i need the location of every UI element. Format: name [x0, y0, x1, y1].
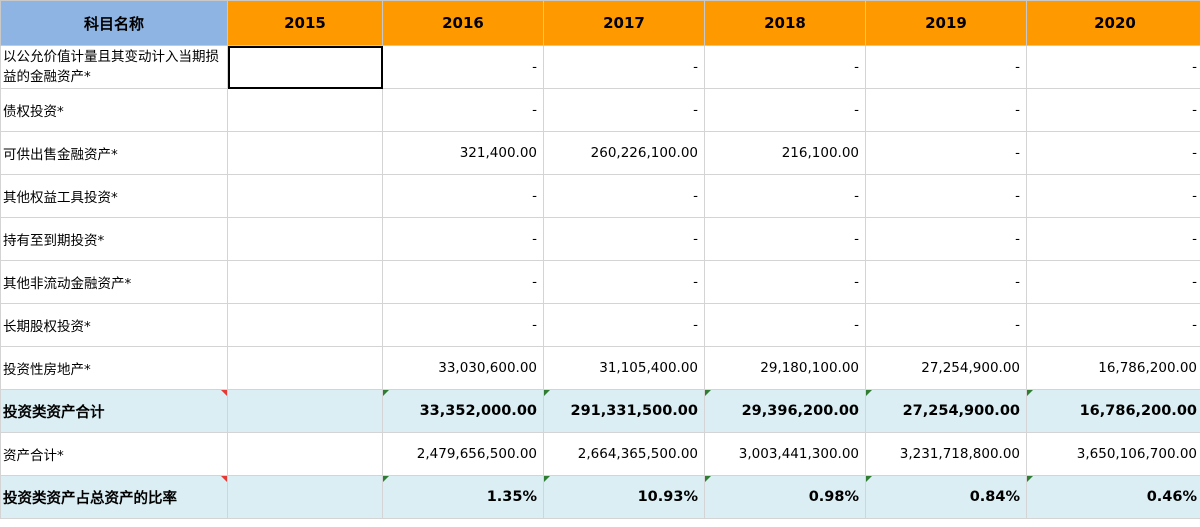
cell[interactable]: - [704, 88, 866, 132]
table-row: 以公允价值计量且其变动计入当期损益的金融资产* - - - - - [0, 45, 1200, 89]
cell[interactable]: 0.84% [865, 475, 1027, 519]
row-label[interactable]: 投资类资产合计 [0, 389, 228, 433]
header-year-2019[interactable]: 2019 [865, 0, 1027, 46]
cell[interactable]: - [543, 88, 705, 132]
header-row: 科目名称 2015 2016 2017 2018 2019 2020 [0, 0, 1200, 46]
header-year-2016[interactable]: 2016 [382, 0, 544, 46]
table-row: 持有至到期投资* - - - - - [0, 217, 1200, 261]
cell[interactable] [227, 346, 383, 390]
cell[interactable]: 0.98% [704, 475, 866, 519]
table-row: 资产合计* 2,479,656,500.00 2,664,365,500.00 … [0, 432, 1200, 476]
cell[interactable]: - [382, 174, 544, 218]
cell[interactable]: - [865, 88, 1027, 132]
table-row: 其他权益工具投资* - - - - - [0, 174, 1200, 218]
cell[interactable]: 3,650,106,700.00 [1026, 432, 1200, 476]
cell[interactable]: - [1026, 260, 1200, 304]
cell[interactable]: - [704, 217, 866, 261]
cell[interactable]: 3,003,441,300.00 [704, 432, 866, 476]
cell[interactable]: - [382, 88, 544, 132]
cell[interactable]: - [865, 45, 1027, 89]
cell[interactable] [227, 260, 383, 304]
cell[interactable]: 3,231,718,800.00 [865, 432, 1027, 476]
cell[interactable]: - [865, 131, 1027, 175]
cell[interactable]: 321,400.00 [382, 131, 544, 175]
cell[interactable]: 16,786,200.00 [1026, 389, 1200, 433]
cell[interactable]: 10.93% [543, 475, 705, 519]
table-row: 债权投资* - - - - - [0, 88, 1200, 132]
cell[interactable]: - [1026, 88, 1200, 132]
cell[interactable]: - [382, 45, 544, 89]
cell[interactable]: - [865, 260, 1027, 304]
cell[interactable]: 29,396,200.00 [704, 389, 866, 433]
cell[interactable] [227, 174, 383, 218]
cell[interactable]: - [865, 217, 1027, 261]
cell[interactable]: - [543, 260, 705, 304]
cell[interactable]: 216,100.00 [704, 131, 866, 175]
row-label[interactable]: 投资性房地产* [0, 346, 228, 390]
cell[interactable]: - [865, 174, 1027, 218]
cell[interactable] [227, 88, 383, 132]
cell[interactable]: 27,254,900.00 [865, 346, 1027, 390]
cell[interactable]: 2,479,656,500.00 [382, 432, 544, 476]
row-label[interactable]: 长期股权投资* [0, 303, 228, 347]
table-row: 可供出售金融资产* 321,400.00 260,226,100.00 216,… [0, 131, 1200, 175]
cell[interactable] [227, 475, 383, 519]
cell[interactable]: 0.46% [1026, 475, 1200, 519]
cell[interactable]: - [543, 303, 705, 347]
cell[interactable]: - [704, 260, 866, 304]
cell[interactable]: - [1026, 45, 1200, 89]
header-name-cell[interactable]: 科目名称 [0, 0, 228, 46]
cell[interactable]: - [382, 217, 544, 261]
cell[interactable]: 31,105,400.00 [543, 346, 705, 390]
cell[interactable] [227, 303, 383, 347]
row-label[interactable]: 可供出售金融资产* [0, 131, 228, 175]
cell[interactable]: - [543, 45, 705, 89]
row-label[interactable]: 资产合计* [0, 432, 228, 476]
cell[interactable]: 1.35% [382, 475, 544, 519]
cell[interactable]: - [1026, 303, 1200, 347]
cell[interactable]: 33,352,000.00 [382, 389, 544, 433]
cell[interactable] [227, 432, 383, 476]
cell[interactable]: - [543, 217, 705, 261]
selected-cell[interactable] [227, 45, 383, 89]
table-row: 其他非流动金融资产* - - - - - [0, 260, 1200, 304]
cell[interactable]: 16,786,200.00 [1026, 346, 1200, 390]
cell[interactable] [227, 131, 383, 175]
cell[interactable]: - [704, 303, 866, 347]
cell[interactable]: 33,030,600.00 [382, 346, 544, 390]
cell[interactable] [227, 217, 383, 261]
cell[interactable]: 260,226,100.00 [543, 131, 705, 175]
table-row: 投资性房地产* 33,030,600.00 31,105,400.00 29,1… [0, 346, 1200, 390]
cell[interactable]: 29,180,100.00 [704, 346, 866, 390]
total-row: 投资类资产合计 33,352,000.00 291,331,500.00 29,… [0, 389, 1200, 433]
cell[interactable]: - [704, 45, 866, 89]
cell[interactable]: 27,254,900.00 [865, 389, 1027, 433]
header-year-2020[interactable]: 2020 [1026, 0, 1200, 46]
row-label[interactable]: 持有至到期投资* [0, 217, 228, 261]
row-label[interactable]: 以公允价值计量且其变动计入当期损益的金融资产* [0, 45, 228, 89]
row-label[interactable]: 其他非流动金融资产* [0, 260, 228, 304]
row-label[interactable]: 债权投资* [0, 88, 228, 132]
header-year-2017[interactable]: 2017 [543, 0, 705, 46]
row-label[interactable]: 投资类资产占总资产的比率 [0, 475, 228, 519]
cell[interactable]: 2,664,365,500.00 [543, 432, 705, 476]
cell[interactable]: - [704, 174, 866, 218]
header-year-2015[interactable]: 2015 [227, 0, 383, 46]
cell[interactable]: - [1026, 217, 1200, 261]
row-label[interactable]: 其他权益工具投资* [0, 174, 228, 218]
cell[interactable]: - [865, 303, 1027, 347]
header-year-2018[interactable]: 2018 [704, 0, 866, 46]
cell[interactable]: - [382, 260, 544, 304]
cell[interactable]: - [1026, 131, 1200, 175]
cell[interactable]: - [1026, 174, 1200, 218]
cell[interactable]: 291,331,500.00 [543, 389, 705, 433]
cell[interactable] [227, 389, 383, 433]
cell[interactable]: - [543, 174, 705, 218]
cell[interactable]: - [382, 303, 544, 347]
table-row: 长期股权投资* - - - - - [0, 303, 1200, 347]
ratio-row: 投资类资产占总资产的比率 1.35% 10.93% 0.98% 0.84% 0.… [0, 475, 1200, 519]
